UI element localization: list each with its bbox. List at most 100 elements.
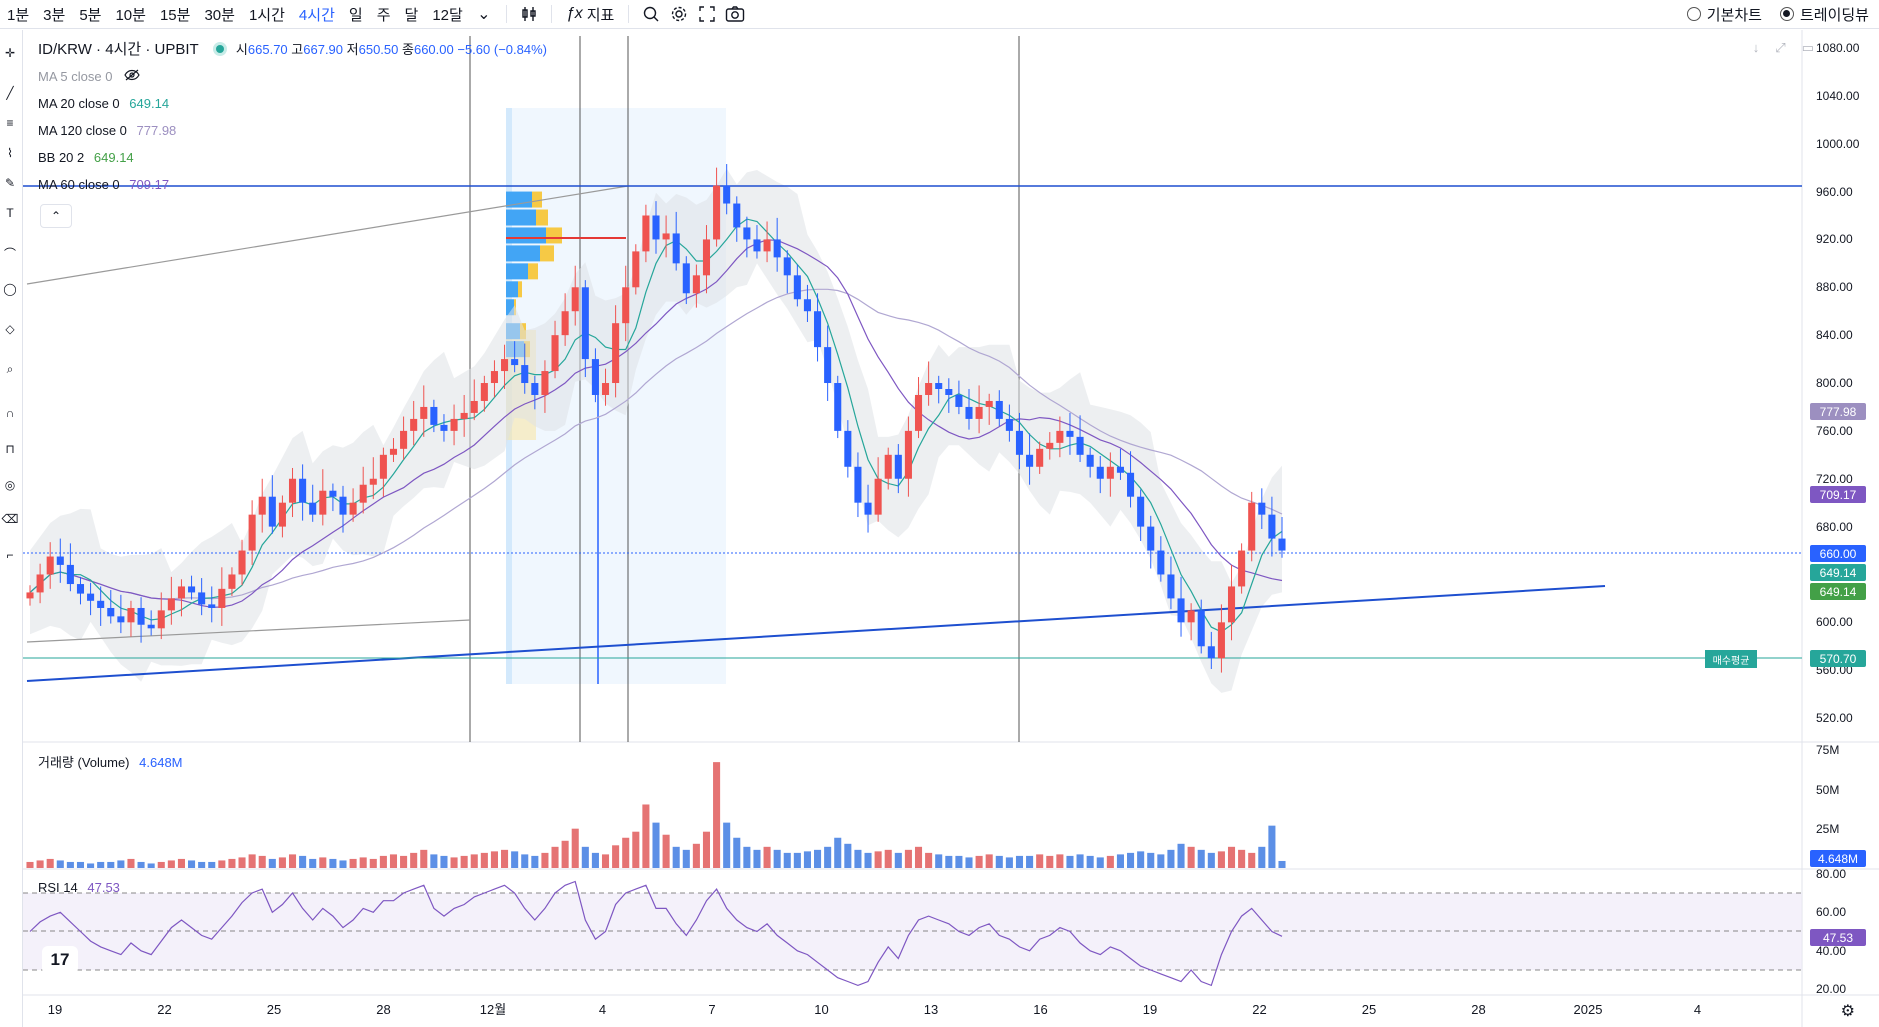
volume-bar[interactable]: [490, 851, 498, 868]
candle-body[interactable]: [26, 592, 34, 599]
candle-body[interactable]: [208, 604, 216, 608]
volume-bar[interactable]: [904, 849, 912, 868]
volume-bar[interactable]: [278, 857, 286, 868]
candle-body[interactable]: [470, 400, 478, 413]
volume-bar[interactable]: [288, 854, 297, 868]
fib-icon[interactable]: ≡: [6, 116, 14, 130]
crosshair-icon[interactable]: ✛: [4, 46, 16, 60]
volume-bar[interactable]: [1238, 849, 1246, 868]
volume-bar[interactable]: [198, 861, 206, 868]
volume-bar[interactable]: [167, 860, 175, 868]
pattern-icon[interactable]: ⌇: [7, 146, 13, 160]
candle-body[interactable]: [228, 574, 236, 589]
candle-body[interactable]: [218, 588, 226, 608]
avg-buy-label[interactable]: 매수평균: [1705, 650, 1757, 668]
timeframe-1[interactable]: 3분: [43, 6, 66, 24]
volume-bar[interactable]: [945, 855, 953, 868]
volume-bar[interactable]: [339, 860, 347, 868]
candle-body[interactable]: [854, 466, 862, 503]
timeframe-0[interactable]: 1분: [7, 6, 30, 24]
volume-bar[interactable]: [1278, 860, 1286, 868]
brush-icon[interactable]: ✎: [4, 176, 16, 190]
volume-legend[interactable]: 거래량 (Volume) 4.648M: [38, 752, 183, 771]
volume-bar[interactable]: [844, 843, 852, 868]
candle-body[interactable]: [87, 593, 95, 601]
volume-bar[interactable]: [117, 860, 125, 868]
candle-body[interactable]: [642, 215, 650, 252]
volume-bar[interactable]: [389, 854, 398, 868]
volume-bar[interactable]: [1157, 854, 1165, 868]
candle-body[interactable]: [894, 454, 902, 479]
candle-body[interactable]: [490, 371, 498, 384]
eye-icon[interactable]: ◎: [4, 478, 16, 492]
candle-body[interactable]: [167, 598, 175, 611]
volume-bar[interactable]: [440, 855, 448, 868]
volume-bar[interactable]: [147, 863, 155, 868]
volume-bar[interactable]: [864, 852, 872, 868]
volume-bar[interactable]: [400, 855, 408, 868]
candle-body[interactable]: [46, 556, 54, 575]
arrow-down-icon[interactable]: ↓: [1752, 40, 1760, 55]
text-icon[interactable]: T: [6, 206, 14, 220]
volume-bar[interactable]: [450, 857, 458, 868]
candle-body[interactable]: [1026, 454, 1034, 467]
candle-body[interactable]: [834, 383, 842, 431]
candle-body[interactable]: [400, 430, 408, 449]
volume-bar[interactable]: [632, 831, 640, 868]
candle-body[interactable]: [369, 478, 377, 485]
volume-bar[interactable]: [107, 861, 115, 868]
volume-bar[interactable]: [1258, 846, 1266, 868]
candle-body[interactable]: [177, 586, 185, 599]
candle-body[interactable]: [753, 239, 761, 252]
candle-body[interactable]: [632, 251, 640, 288]
volume-bar[interactable]: [369, 858, 377, 868]
volume-bar[interactable]: [995, 855, 1003, 868]
candle-body[interactable]: [763, 239, 771, 252]
candle-type-icon[interactable]: [515, 1, 543, 27]
legend-ma5[interactable]: MA 5 close 0: [38, 63, 547, 90]
candle-body[interactable]: [1278, 538, 1286, 551]
volume-bar[interactable]: [1106, 855, 1114, 868]
volume-bar[interactable]: [793, 852, 801, 868]
candle-body[interactable]: [864, 502, 872, 515]
volume-bar[interactable]: [299, 855, 307, 868]
candle-body[interactable]: [541, 371, 549, 395]
volume-bar[interactable]: [692, 843, 700, 868]
volume-bar[interactable]: [1036, 854, 1044, 868]
candle-body[interactable]: [127, 607, 135, 623]
candle-body[interactable]: [591, 359, 599, 395]
candle-body[interactable]: [450, 418, 458, 431]
volume-bar[interactable]: [814, 849, 822, 868]
trash-icon[interactable]: ⌫: [1, 512, 19, 526]
candle-body[interactable]: [511, 359, 519, 366]
volume-bar[interactable]: [1167, 849, 1175, 868]
volume-bar[interactable]: [541, 852, 549, 868]
maximize-icon[interactable]: ⤢: [1775, 40, 1786, 55]
candle-body[interactable]: [884, 454, 892, 479]
candle-body[interactable]: [1096, 466, 1104, 479]
volume-bar[interactable]: [854, 849, 862, 868]
candle-body[interactable]: [985, 400, 993, 407]
volume-bar[interactable]: [309, 858, 317, 868]
volume-bar[interactable]: [97, 861, 105, 868]
volume-bar[interactable]: [753, 849, 761, 868]
candle-body[interactable]: [107, 607, 115, 617]
volume-bar[interactable]: [218, 860, 226, 868]
candle-body[interactable]: [76, 584, 85, 594]
volume-bar[interactable]: [622, 837, 630, 868]
candle-body[interactable]: [1066, 430, 1074, 437]
zoom-icon[interactable]: ⌕: [6, 361, 14, 376]
symbol-title[interactable]: ID/KRW · 4시간 · UPBIT: [38, 41, 199, 58]
candle-body[interactable]: [117, 616, 125, 623]
candle-body[interactable]: [995, 400, 1003, 419]
volume-bar[interactable]: [824, 846, 832, 868]
candle-body[interactable]: [329, 490, 337, 497]
volume-bar[interactable]: [682, 849, 690, 868]
volume-bar[interactable]: [208, 861, 216, 868]
candle-body[interactable]: [682, 263, 690, 294]
volume-bar[interactable]: [56, 860, 64, 868]
volume-bar[interactable]: [238, 857, 246, 868]
candle-body[interactable]: [1116, 466, 1124, 473]
volume-bar[interactable]: [834, 837, 842, 868]
